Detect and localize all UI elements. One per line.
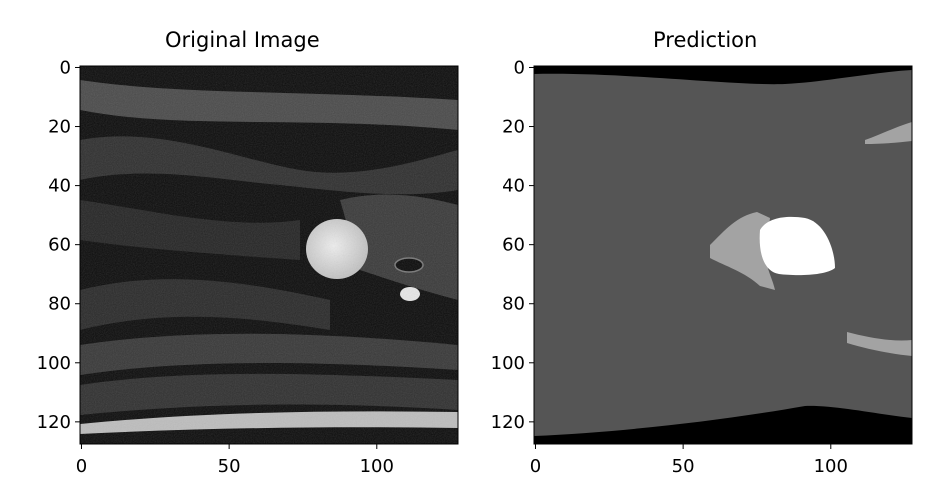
y-tick-label: 120 — [37, 412, 71, 433]
left-y-axis: 0 20 40 60 80 100 120 — [37, 57, 80, 433]
y-tick-label: 80 — [48, 294, 71, 315]
y-tick-label: 100 — [491, 353, 525, 374]
mri-image — [80, 66, 458, 444]
right-axes-frame — [533, 65, 913, 445]
right-y-axis: 0 20 40 60 80 100 120 — [491, 57, 534, 433]
segmentation-mask — [534, 66, 912, 444]
mask-label-2-region — [865, 122, 912, 144]
mask-label-3-region — [759, 216, 835, 276]
mask-label-2-region — [710, 212, 775, 290]
x-tick-label: 0 — [530, 456, 541, 477]
y-tick-label: 20 — [48, 117, 71, 138]
left-x-axis: 0 50 100 — [76, 444, 394, 477]
y-tick-label: 0 — [60, 57, 71, 78]
y-tick-label: 20 — [502, 117, 525, 138]
prediction-plot: 0 20 40 60 80 100 120 0 50 100 — [491, 57, 913, 477]
right-x-axis: 0 50 100 — [530, 444, 848, 477]
y-tick-label: 80 — [502, 294, 525, 315]
y-tick-label: 100 — [37, 353, 71, 374]
x-tick-label: 100 — [360, 456, 394, 477]
original-image-title: Original Image — [165, 28, 320, 52]
y-tick-label: 40 — [48, 176, 71, 197]
prediction-title: Prediction — [653, 28, 758, 52]
x-tick-label: 0 — [76, 456, 87, 477]
y-tick-label: 0 — [514, 57, 525, 78]
original-image-panel: Original Image — [37, 28, 459, 477]
prediction-panel: Prediction 0 20 40 60 80 100 120 0 50 100 — [475, 0, 950, 497]
y-tick-label: 60 — [48, 235, 71, 256]
left-axes-frame — [79, 65, 459, 445]
x-tick-label: 100 — [814, 456, 848, 477]
x-tick-label: 50 — [672, 456, 695, 477]
y-tick-label: 40 — [502, 176, 525, 197]
original-image-plot: 0 20 40 60 80 100 120 0 50 100 — [37, 57, 459, 477]
x-tick-label: 50 — [218, 456, 241, 477]
mri-noise-overlay — [80, 66, 458, 444]
mask-label-2-region — [847, 332, 912, 356]
y-tick-label: 60 — [502, 235, 525, 256]
y-tick-label: 120 — [491, 412, 525, 433]
